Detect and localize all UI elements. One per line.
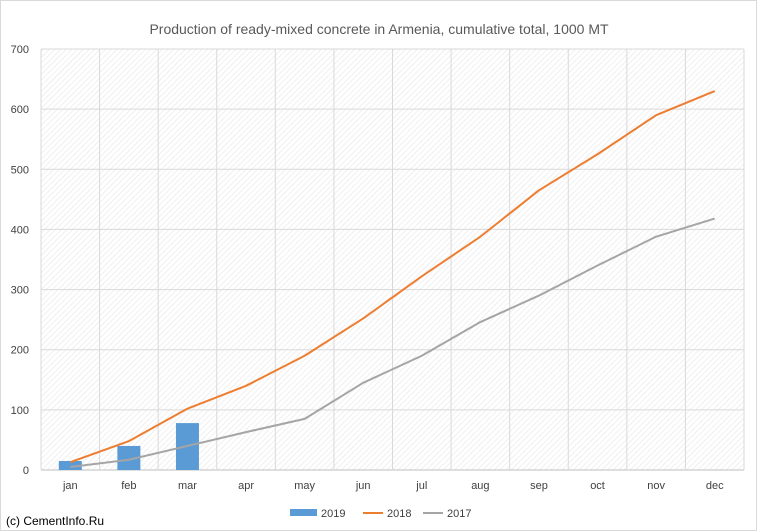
x-tick-label: sep — [530, 480, 548, 492]
chart-title: Production of ready-mixed concrete in Ar… — [149, 21, 609, 37]
y-tick-label: 600 — [11, 104, 29, 116]
bar — [117, 445, 141, 470]
x-tick-label: may — [294, 480, 315, 492]
line-series — [69, 90, 716, 468]
legend-label: 2019 — [321, 508, 345, 520]
y-tick-label: 0 — [23, 465, 29, 477]
x-tick-label: jan — [62, 480, 78, 492]
x-tick-label: mar — [178, 480, 197, 492]
legend-label: 2018 — [387, 508, 411, 520]
credit-text: (c) CementInfo.Ru — [6, 514, 104, 528]
x-tick-label: nov — [647, 480, 665, 492]
y-tick-label: 400 — [11, 224, 29, 236]
x-axis-ticks: jan feb mar apr may jun jul aug sep oct nov dec — [62, 480, 724, 492]
legend: 2019 2018 2017 — [290, 508, 471, 520]
x-tick-label: apr — [238, 480, 254, 492]
legend-swatch — [290, 509, 317, 516]
y-tick-label: 300 — [11, 285, 29, 297]
x-tick-label: jul — [415, 480, 427, 492]
x-tick-label: jun — [355, 480, 371, 492]
y-tick-label: 100 — [11, 405, 29, 417]
y-tick-label: 500 — [11, 164, 29, 176]
x-tick-label: feb — [121, 480, 136, 492]
x-tick-label: dec — [706, 480, 724, 492]
x-tick-label: oct — [590, 480, 605, 492]
y-tick-label: 200 — [11, 345, 29, 357]
y-tick-label: 700 — [11, 44, 29, 56]
bar — [58, 460, 82, 470]
gridlines — [40, 48, 745, 471]
y-axis-ticks: 0 100 200 300 400 500 600 700 — [11, 44, 29, 477]
x-tick-label: aug — [471, 480, 489, 492]
line-2018 — [69, 90, 716, 464]
line-2017 — [70, 217, 716, 468]
legend-label: 2017 — [447, 508, 471, 520]
